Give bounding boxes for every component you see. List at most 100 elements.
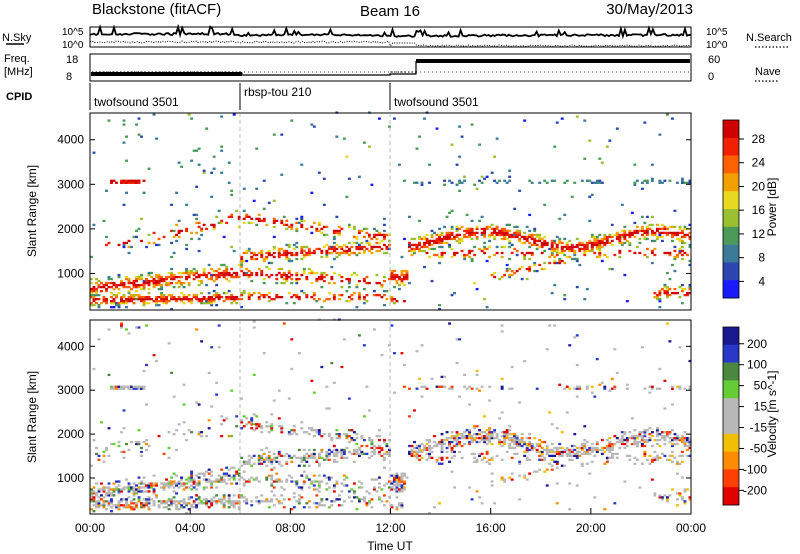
velocity-cell bbox=[530, 446, 534, 450]
power-cell bbox=[100, 301, 103, 305]
power-cell bbox=[177, 297, 181, 301]
velocity-cell bbox=[102, 506, 106, 509]
velocity-cell bbox=[350, 452, 354, 456]
velocity-cell bbox=[130, 500, 133, 503]
velocity-cell bbox=[535, 442, 539, 446]
velocity-cell bbox=[640, 431, 644, 434]
power-cell bbox=[678, 237, 682, 241]
power-cell bbox=[515, 233, 519, 237]
power-cell bbox=[345, 155, 349, 158]
power-cell bbox=[117, 291, 121, 295]
power-cell bbox=[545, 241, 549, 245]
power-cell bbox=[142, 295, 146, 299]
power-cell bbox=[448, 243, 451, 247]
velocity-cell bbox=[455, 442, 459, 446]
velocity-cell bbox=[475, 460, 479, 463]
velocity-cell bbox=[398, 476, 401, 479]
velocity-cell bbox=[330, 450, 334, 454]
velocity-cell bbox=[478, 452, 482, 456]
velocity-cell bbox=[277, 460, 281, 463]
power-cell bbox=[418, 135, 421, 138]
velocity-cell bbox=[488, 427, 492, 430]
power-cell bbox=[102, 297, 106, 301]
power-cell bbox=[590, 243, 594, 247]
velocity-cell bbox=[302, 456, 306, 459]
power-cell bbox=[660, 287, 664, 291]
power-cell bbox=[365, 299, 369, 303]
power-cell bbox=[165, 301, 169, 305]
power-cell bbox=[508, 175, 512, 178]
velocity-cell bbox=[658, 367, 662, 371]
velocity-cell bbox=[683, 500, 687, 503]
power-cell bbox=[665, 233, 669, 237]
power-cell bbox=[555, 249, 559, 253]
velocity-cell bbox=[275, 456, 279, 459]
power-cell bbox=[372, 289, 376, 293]
velocity-cell bbox=[655, 387, 659, 390]
velocity-cell bbox=[290, 429, 294, 432]
velocity-cell bbox=[235, 502, 239, 505]
velocity-cell bbox=[290, 338, 294, 341]
velocity-cell bbox=[678, 387, 682, 390]
power-cell bbox=[160, 285, 164, 289]
velocity-cell bbox=[377, 486, 381, 489]
velocity-cell bbox=[200, 435, 204, 438]
power-cell bbox=[618, 249, 622, 253]
power-cell bbox=[252, 199, 256, 202]
power-cell bbox=[227, 161, 231, 164]
velocity-cell bbox=[678, 438, 682, 442]
power-cell bbox=[170, 293, 174, 297]
power-cell bbox=[97, 285, 101, 289]
velocity-cell bbox=[175, 506, 179, 509]
velocity-cell bbox=[132, 387, 136, 390]
velocity-cell bbox=[95, 492, 98, 495]
velocity-cell bbox=[528, 442, 532, 446]
power-cell bbox=[180, 283, 184, 287]
power-cell bbox=[473, 253, 477, 257]
velocity-cell bbox=[195, 484, 199, 487]
velocity-cell bbox=[558, 442, 562, 446]
velocity-cell bbox=[100, 494, 103, 497]
velocity-cell bbox=[505, 433, 509, 436]
power-cell bbox=[190, 271, 194, 275]
velocity-cell bbox=[230, 435, 234, 438]
velocity-cell bbox=[90, 496, 93, 499]
velocity-cell bbox=[312, 452, 316, 456]
velocity-cell bbox=[545, 450, 549, 454]
velocity-cell bbox=[670, 385, 674, 388]
velocity-cell bbox=[483, 440, 487, 444]
power-cell bbox=[377, 241, 381, 245]
velocity-cell bbox=[202, 478, 206, 481]
power-cell bbox=[393, 269, 396, 273]
power-cell bbox=[127, 245, 131, 249]
velocity-cell bbox=[393, 476, 396, 479]
power-cell bbox=[362, 141, 366, 144]
power-cell bbox=[220, 221, 224, 225]
velocity-cell bbox=[225, 417, 229, 420]
power-cell bbox=[460, 237, 464, 241]
velocity-cell bbox=[130, 440, 133, 444]
velocity-cell bbox=[643, 435, 647, 438]
velocity-cell bbox=[145, 438, 148, 442]
velocity-cell bbox=[610, 387, 614, 390]
power-cell bbox=[235, 209, 239, 213]
velocity-cell bbox=[585, 385, 589, 388]
velocity-cell bbox=[415, 450, 419, 454]
power-cell bbox=[140, 299, 143, 303]
power-cell bbox=[105, 299, 108, 303]
power-cell bbox=[182, 285, 186, 289]
power-cell bbox=[485, 247, 489, 251]
power-cell bbox=[317, 277, 321, 281]
power-cell bbox=[382, 237, 386, 241]
velocity-cell bbox=[565, 452, 569, 456]
power-cell bbox=[112, 293, 116, 297]
velocity-cell bbox=[680, 450, 684, 454]
velocity-cell bbox=[275, 460, 279, 463]
power-cell bbox=[673, 233, 677, 237]
power-cell bbox=[337, 297, 341, 301]
velocity-cell bbox=[277, 480, 281, 483]
power-cell bbox=[342, 249, 346, 253]
power-cell bbox=[685, 253, 689, 257]
power-cell bbox=[475, 237, 479, 241]
velocity-cell bbox=[132, 490, 136, 493]
